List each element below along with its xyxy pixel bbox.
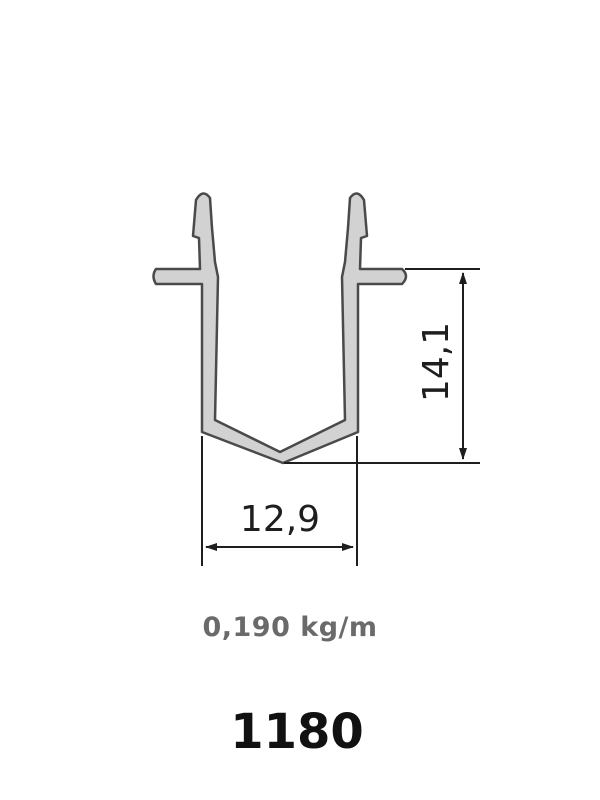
profile-code-label: 1180 — [230, 704, 364, 760]
width-dimension-label: 12,9 — [240, 499, 320, 540]
height-dimension-label: 14,1 — [416, 322, 457, 402]
weight-per-meter-label: 0,190 kg/m — [202, 612, 378, 643]
aluminum-profile-shape — [152, 192, 408, 465]
